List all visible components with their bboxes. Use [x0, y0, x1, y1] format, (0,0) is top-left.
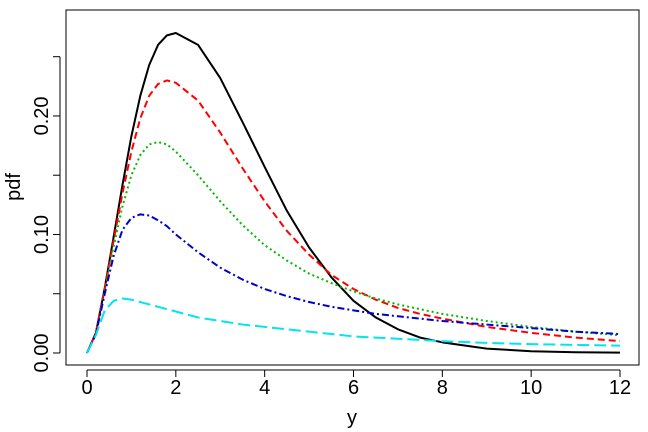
y-axis: 0.00 0.10 0.20 [31, 56, 61, 373]
series-line-2 [86, 79, 621, 354]
series-line-5 [86, 297, 621, 354]
series-line-4 [86, 213, 621, 354]
x-axis: 0 2 4 6 8 10 12 [81, 369, 631, 399]
x-tick-label: 12 [609, 377, 631, 399]
y-tick-label: 0.00 [31, 334, 53, 373]
series-line-3 [86, 141, 621, 354]
x-tick-label: 10 [520, 377, 542, 399]
x-tick-label: 0 [81, 377, 92, 399]
y-tick-label: 0.20 [31, 96, 53, 135]
x-tick-label: 4 [259, 377, 270, 399]
x-axis-title: y [347, 407, 357, 429]
x-tick-label: 2 [170, 377, 181, 399]
x-tick-label: 8 [437, 377, 448, 399]
x-tick-label: 6 [348, 377, 359, 399]
series-layer [86, 32, 621, 354]
y-tick-label: 0.10 [31, 215, 53, 254]
y-axis-title: pdf [3, 173, 25, 201]
plot-frame [65, 9, 640, 366]
